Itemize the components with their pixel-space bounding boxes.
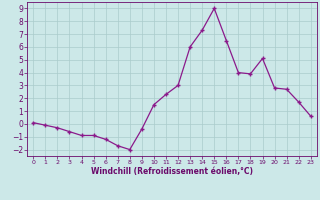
X-axis label: Windchill (Refroidissement éolien,°C): Windchill (Refroidissement éolien,°C) xyxy=(91,167,253,176)
